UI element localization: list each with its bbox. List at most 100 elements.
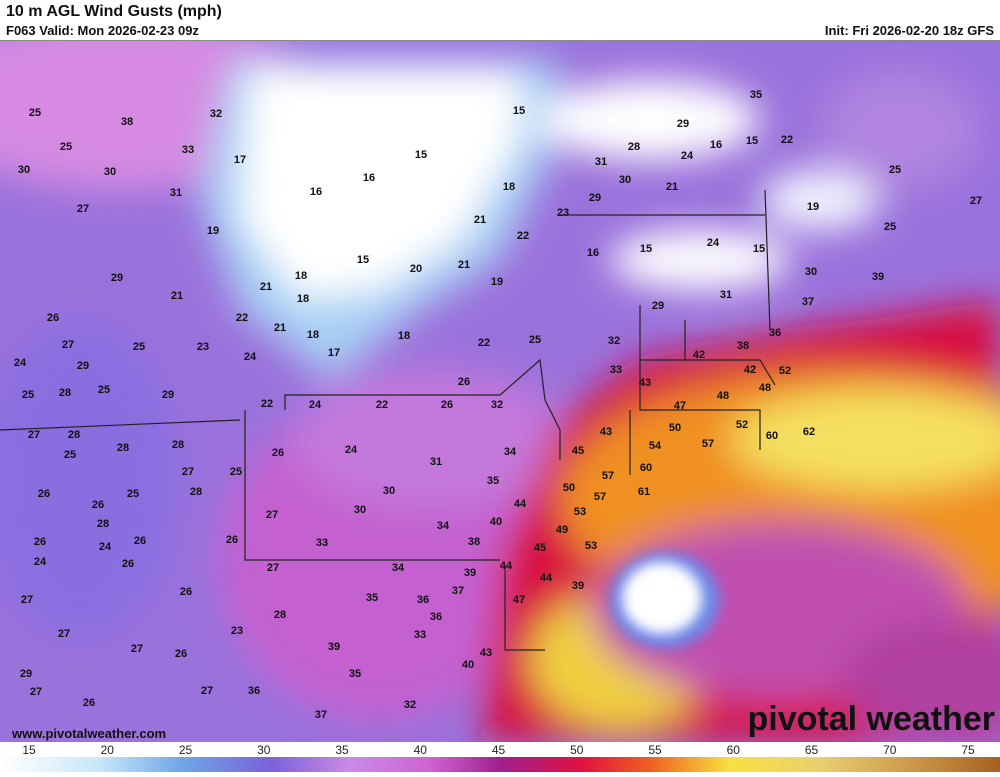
gust-label: 27 bbox=[77, 203, 89, 215]
colorbar-tick-label: 75 bbox=[961, 743, 975, 757]
gust-label: 27 bbox=[131, 643, 143, 655]
gust-label: 33 bbox=[610, 364, 622, 376]
gust-label: 33 bbox=[182, 144, 194, 156]
gust-label: 39 bbox=[872, 271, 884, 283]
gust-label: 60 bbox=[766, 430, 778, 442]
gust-label: 33 bbox=[316, 537, 328, 549]
gust-label: 16 bbox=[363, 172, 375, 184]
colorbar-tick-label: 15 bbox=[22, 743, 36, 757]
gust-label: 24 bbox=[244, 351, 257, 363]
gust-label: 57 bbox=[594, 491, 606, 503]
gust-label: 16 bbox=[710, 139, 722, 151]
gust-label: 35 bbox=[366, 592, 378, 604]
gust-label: 45 bbox=[534, 542, 546, 554]
gust-label: 42 bbox=[693, 349, 705, 361]
colorbar-tick-label: 65 bbox=[805, 743, 819, 757]
gust-label: 53 bbox=[574, 506, 586, 518]
gust-label: 31 bbox=[595, 156, 607, 168]
gust-label: 30 bbox=[104, 166, 116, 178]
gust-label: 21 bbox=[474, 214, 486, 226]
gust-label: 25 bbox=[889, 164, 901, 176]
gust-label: 44 bbox=[514, 498, 527, 510]
gust-label: 61 bbox=[638, 486, 650, 498]
gust-label: 30 bbox=[619, 174, 631, 186]
gust-label: 18 bbox=[307, 329, 319, 341]
gust-label: 18 bbox=[295, 270, 307, 282]
gust-label: 31 bbox=[170, 187, 182, 199]
gust-label: 26 bbox=[180, 586, 192, 598]
gust-label: 25 bbox=[29, 107, 41, 119]
gust-label: 26 bbox=[226, 534, 238, 546]
gust-label: 36 bbox=[417, 594, 429, 606]
gust-label: 29 bbox=[589, 192, 601, 204]
gust-label: 18 bbox=[398, 330, 410, 342]
gust-label: 47 bbox=[513, 594, 525, 606]
gust-label: 39 bbox=[464, 567, 476, 579]
gust-label: 30 bbox=[354, 504, 366, 516]
gust-label: 44 bbox=[500, 560, 513, 572]
gust-label: 27 bbox=[201, 685, 213, 697]
gust-label: 22 bbox=[517, 230, 529, 242]
gust-label: 24 bbox=[345, 444, 358, 456]
gust-label: 27 bbox=[62, 339, 74, 351]
gust-label: 31 bbox=[720, 289, 732, 301]
gust-label: 60 bbox=[640, 462, 652, 474]
gust-label: 40 bbox=[490, 516, 502, 528]
gust-label: 27 bbox=[266, 509, 278, 521]
gust-label: 26 bbox=[38, 488, 50, 500]
gust-label: 50 bbox=[669, 422, 681, 434]
gust-label: 29 bbox=[652, 300, 664, 312]
colorbar-tick-label: 45 bbox=[492, 743, 506, 757]
gust-label: 15 bbox=[746, 135, 758, 147]
gust-label: 49 bbox=[556, 524, 568, 536]
colorbar-tick-label: 25 bbox=[179, 743, 193, 757]
gust-label: 50 bbox=[563, 482, 575, 494]
gust-label: 16 bbox=[587, 247, 599, 259]
gust-label: 35 bbox=[349, 668, 361, 680]
gust-label: 21 bbox=[666, 181, 678, 193]
gust-label: 18 bbox=[297, 293, 309, 305]
gust-label: 17 bbox=[328, 347, 340, 359]
init-time: Init: Fri 2026-02-20 18z GFS bbox=[825, 23, 994, 38]
gust-label: 32 bbox=[491, 399, 503, 411]
gust-label: 27 bbox=[58, 628, 70, 640]
gust-label: 16 bbox=[310, 186, 322, 198]
gust-label: 25 bbox=[64, 449, 76, 461]
gust-label: 28 bbox=[190, 486, 202, 498]
gust-label: 43 bbox=[639, 377, 651, 389]
gust-label: 29 bbox=[111, 272, 123, 284]
logo: pivotal weather bbox=[747, 700, 995, 738]
gust-label: 17 bbox=[234, 154, 246, 166]
gust-label: 40 bbox=[462, 659, 474, 671]
gust-label: 25 bbox=[529, 334, 541, 346]
gust-label: 27 bbox=[21, 594, 33, 606]
gust-label: 22 bbox=[376, 399, 388, 411]
gust-label: 21 bbox=[260, 281, 272, 293]
gust-label: 25 bbox=[127, 488, 139, 500]
gust-label: 26 bbox=[83, 697, 95, 709]
gust-label: 48 bbox=[717, 390, 729, 402]
gust-label: 19 bbox=[491, 276, 503, 288]
gust-label: 23 bbox=[231, 625, 243, 637]
colorbar-tick-label: 60 bbox=[727, 743, 741, 757]
gust-label: 39 bbox=[328, 641, 340, 653]
gust-label: 26 bbox=[47, 312, 59, 324]
gust-label: 47 bbox=[674, 400, 686, 412]
gust-label: 19 bbox=[807, 201, 819, 213]
gust-label: 57 bbox=[602, 470, 614, 482]
gust-label: 27 bbox=[28, 429, 40, 441]
gust-label: 28 bbox=[274, 609, 286, 621]
gust-label: 25 bbox=[230, 466, 242, 478]
gust-label: 44 bbox=[540, 572, 553, 584]
gust-label: 43 bbox=[480, 647, 492, 659]
gust-label: 62 bbox=[803, 426, 815, 438]
gust-label: 29 bbox=[77, 360, 89, 372]
gust-label: 27 bbox=[182, 466, 194, 478]
gust-label: 37 bbox=[802, 296, 814, 308]
gust-label: 20 bbox=[410, 263, 422, 275]
gust-label: 22 bbox=[236, 312, 248, 324]
gust-label: 27 bbox=[267, 562, 279, 574]
gust-label: 22 bbox=[478, 337, 490, 349]
